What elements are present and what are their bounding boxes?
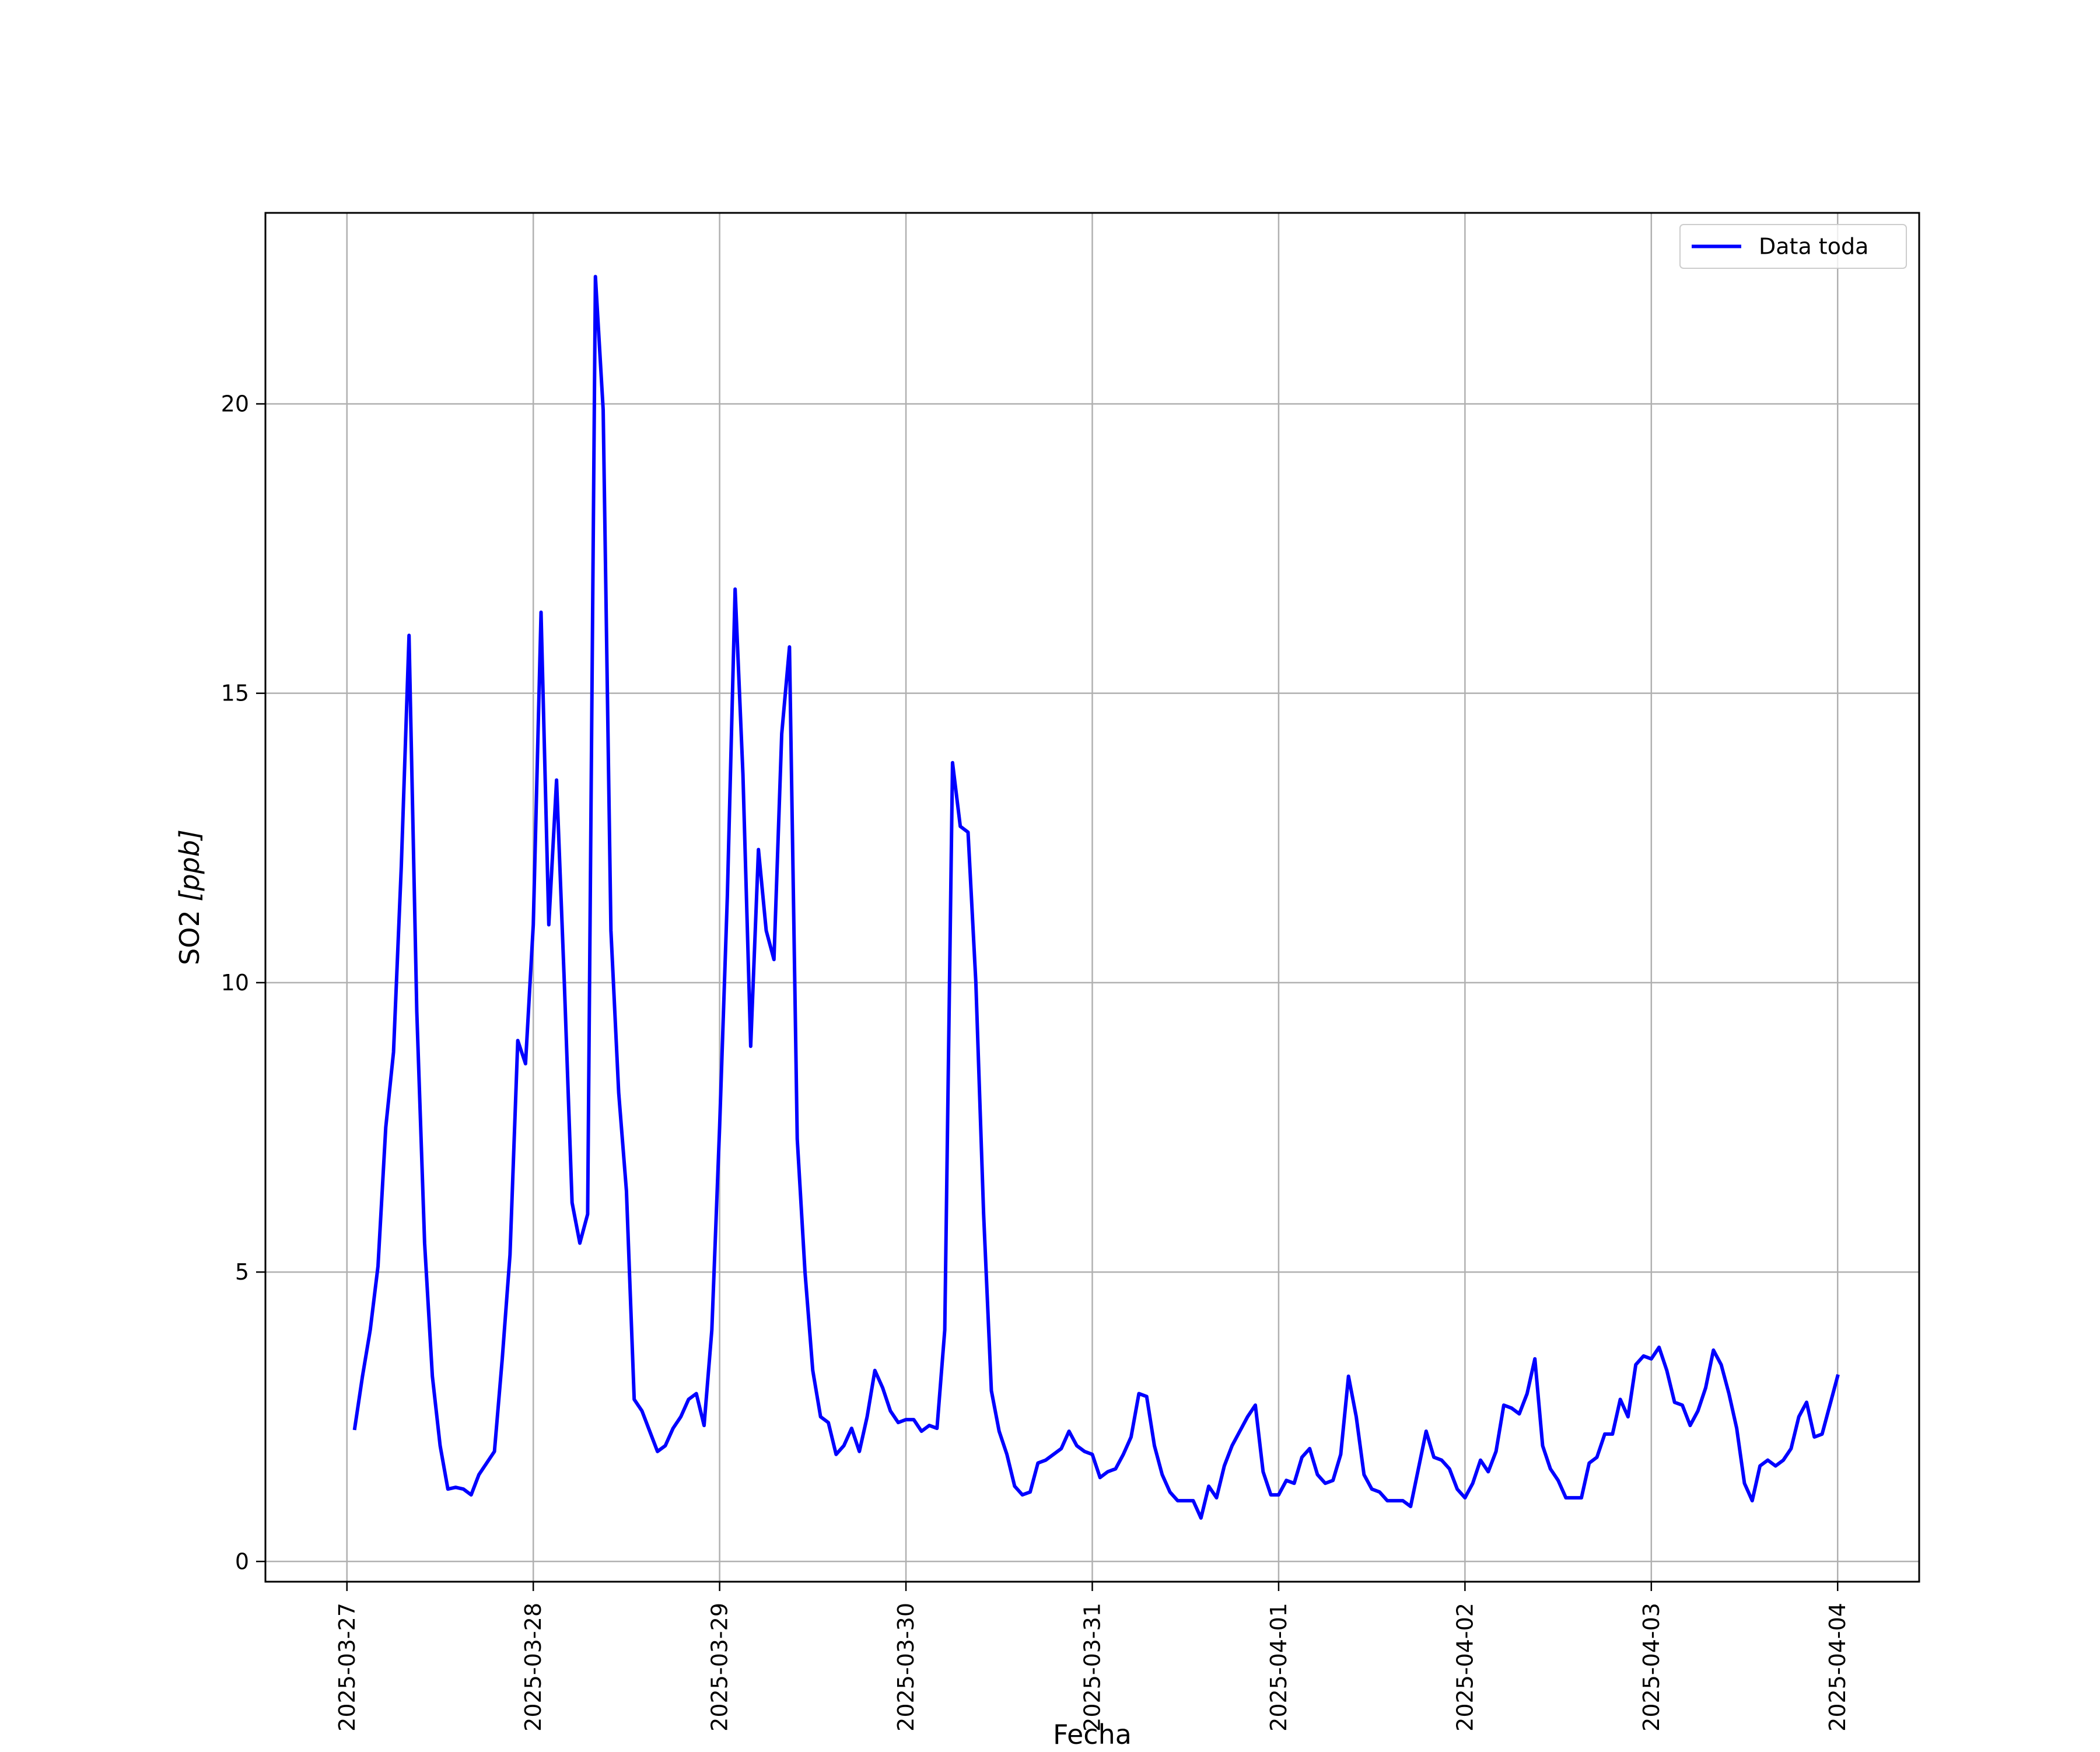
x-tick-label: 2025-04-02 xyxy=(1452,1603,1478,1732)
x-tick-label: 2025-03-27 xyxy=(334,1603,360,1732)
x-tick-label: 2025-03-30 xyxy=(893,1603,919,1732)
x-tick-label: 2025-04-01 xyxy=(1266,1603,1292,1732)
x-tick-label: 2025-03-31 xyxy=(1080,1603,1105,1732)
y-tick-label: 0 xyxy=(235,1548,249,1574)
legend-label: Data toda xyxy=(1759,234,1868,260)
x-tick-label: 2025-04-03 xyxy=(1639,1603,1664,1732)
x-tick-label: 2025-04-04 xyxy=(1825,1603,1850,1732)
legend: Data toda xyxy=(1679,224,1907,269)
y-axis-label-unit: [ppb] xyxy=(174,829,205,902)
x-tick-label: 2025-03-28 xyxy=(520,1603,546,1732)
x-tick-label: 2025-03-29 xyxy=(707,1603,733,1732)
y-tick-label: 15 xyxy=(221,681,249,706)
x-axis: 2025-03-27 2025-03-28 2025-03-29 2025-03-30… xyxy=(334,1582,1850,1732)
y-tick-label: 10 xyxy=(221,970,249,996)
y-tick-label: 5 xyxy=(235,1259,249,1285)
series-layer xyxy=(352,275,1840,1520)
y-tick-label: 20 xyxy=(221,391,249,416)
legend-box xyxy=(1679,224,1907,269)
y-axis-label-main: SO2 xyxy=(174,902,205,965)
grid xyxy=(265,213,1919,1582)
series-line xyxy=(352,275,1840,1520)
y-axis-label: SO2 [ppb] xyxy=(174,829,205,965)
y-axis: 0 5 10 15 20 xyxy=(221,391,265,1574)
x-axis-label: Fecha xyxy=(1053,1719,1132,1750)
